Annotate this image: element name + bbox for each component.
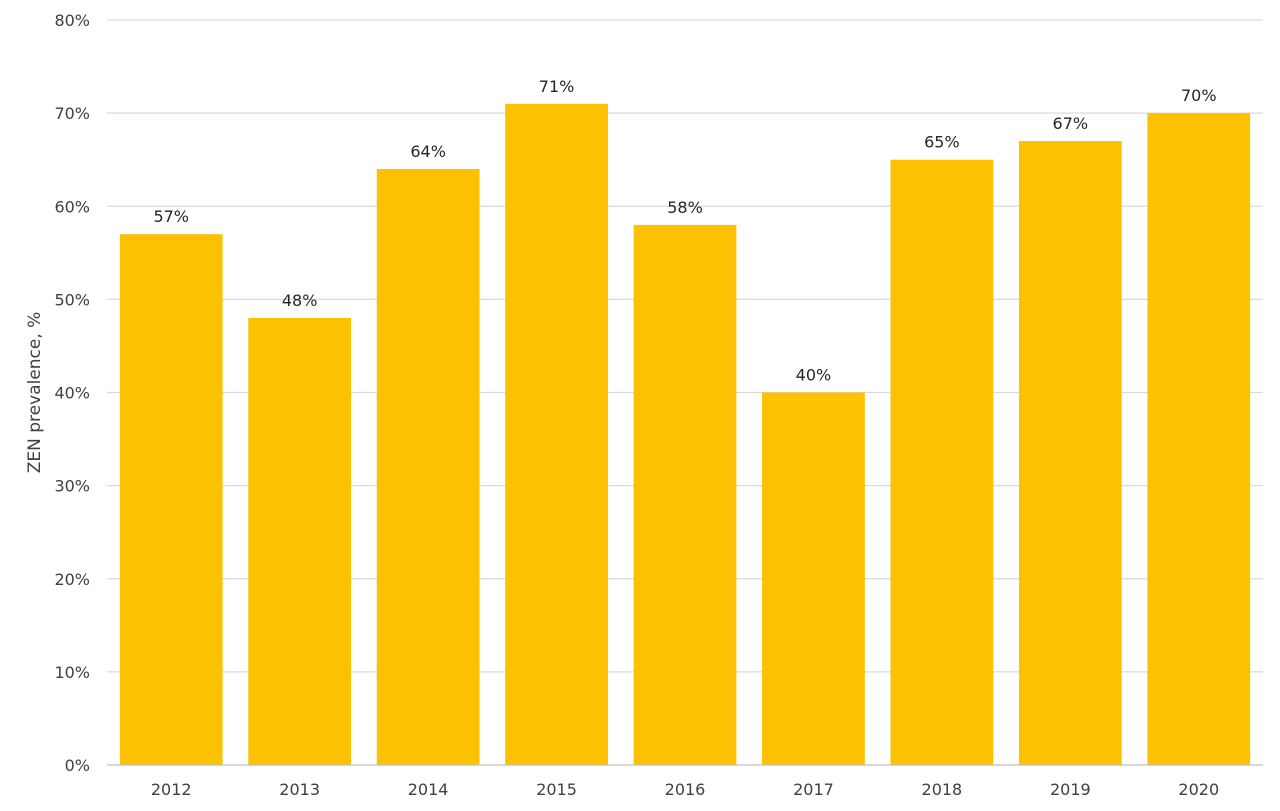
y-tick-label: 10%: [54, 663, 90, 682]
bar-2019: [1018, 141, 1122, 765]
data-label-2012: 57%: [153, 207, 189, 226]
x-tick-label: 2012: [151, 780, 192, 799]
x-tick-label: 2018: [922, 780, 963, 799]
bar-2014: [376, 169, 480, 765]
bars: [119, 103, 1251, 765]
x-tick-label: 2017: [793, 780, 834, 799]
x-tick-label: 2013: [279, 780, 320, 799]
y-tick-label: 40%: [54, 384, 90, 403]
bar-2017: [762, 392, 865, 765]
data-label-2014: 64%: [410, 142, 446, 161]
data-label-2015: 71%: [539, 77, 575, 96]
bar-2015: [505, 103, 608, 765]
y-tick-label: 20%: [54, 570, 90, 589]
data-label-2019: 67%: [1053, 114, 1089, 133]
y-tick-label: 50%: [54, 290, 90, 309]
data-labels: 57% 48% 64% 71% 58% 40% 65% 67% 70%: [153, 77, 1216, 385]
bar-2016: [633, 224, 737, 765]
x-tick-label: 2016: [665, 780, 706, 799]
y-tick-label: 80%: [54, 11, 90, 30]
y-axis-title: ZEN prevalence, %: [25, 312, 45, 474]
y-tick-label: 60%: [54, 197, 90, 216]
bar-2020: [1147, 113, 1251, 765]
x-tick-label: 2020: [1178, 780, 1219, 799]
bar-2018: [890, 159, 994, 765]
data-label-2013: 48%: [282, 291, 318, 310]
y-axis-tick-labels: 0% 10% 20% 30% 40% 50% 60% 70% 80%: [54, 11, 90, 775]
data-label-2017: 40%: [796, 366, 832, 385]
y-tick-label: 0%: [65, 756, 90, 775]
y-tick-label: 30%: [54, 477, 90, 496]
x-axis-tick-labels: 2012 2013 2014 2015 2016 2017 2018 2019 2020: [151, 780, 1219, 799]
x-tick-label: 2014: [408, 780, 449, 799]
bar-2013: [248, 318, 352, 765]
x-tick-label: 2019: [1050, 780, 1091, 799]
data-label-2020: 70%: [1181, 86, 1217, 105]
x-tick-label: 2015: [536, 780, 577, 799]
bar-2012: [119, 234, 223, 765]
data-label-2016: 58%: [667, 198, 703, 217]
data-label-2018: 65%: [924, 133, 960, 152]
y-tick-label: 70%: [54, 104, 90, 123]
